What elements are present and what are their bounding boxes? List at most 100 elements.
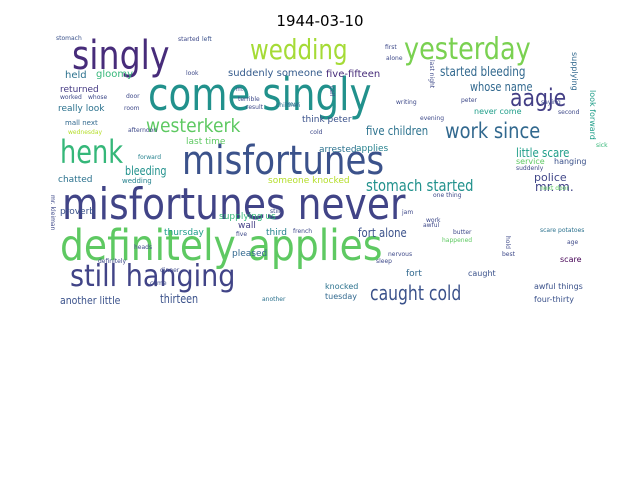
word: still: [270, 208, 281, 215]
word: jam: [402, 209, 414, 216]
word: stomach: [56, 35, 82, 42]
word: terrible: [238, 96, 260, 103]
word: fort alone: [358, 226, 407, 240]
word: thirteen: [160, 292, 199, 306]
word: misfortunes never: [62, 179, 406, 230]
word: suddenly someone: [228, 68, 323, 79]
word: service: [516, 157, 545, 166]
word: awful things: [534, 282, 583, 291]
word: scare: [560, 255, 582, 264]
word: another little: [60, 294, 121, 307]
word: result: [246, 104, 263, 111]
word: wedding: [250, 33, 348, 66]
word: wednesday: [68, 129, 103, 136]
word: definitely applies: [60, 221, 383, 271]
word: last night: [428, 60, 435, 89]
word: room: [124, 105, 140, 112]
word: four-thirty: [534, 295, 575, 304]
word: forward: [138, 154, 162, 161]
word: five: [236, 231, 248, 238]
word: really look: [58, 104, 105, 114]
word: second: [558, 109, 580, 116]
word: best: [502, 251, 515, 258]
word: next door: [540, 185, 569, 192]
word: whose: [88, 94, 108, 101]
word: door: [126, 93, 140, 100]
word: third: [266, 228, 287, 238]
word: think peter: [302, 115, 352, 125]
word: westerkerk: [146, 115, 241, 137]
word: bleeding: [125, 164, 167, 178]
word: cold: [310, 129, 323, 136]
word: writing: [396, 99, 417, 106]
word: aagje: [510, 84, 567, 112]
word: first: [385, 44, 397, 51]
word: one thing: [433, 192, 462, 199]
word: last time: [186, 137, 226, 147]
word: saying: [541, 99, 561, 106]
word: evening: [420, 115, 445, 122]
word: knocked: [325, 282, 359, 291]
word: suddenly: [516, 165, 544, 172]
word: started: [178, 36, 200, 43]
word: dinner: [160, 267, 180, 274]
word: supplying us: [219, 212, 276, 222]
word: left: [202, 36, 212, 43]
word: returned: [60, 85, 99, 95]
word: fort: [406, 269, 422, 279]
word: mr. m.: [535, 180, 574, 194]
word: someone knocked: [268, 176, 350, 186]
word: hold: [504, 236, 511, 249]
word: wedding: [122, 177, 152, 185]
word: misfortunes: [182, 138, 385, 184]
word: look forward: [588, 90, 597, 140]
word: never come: [474, 107, 522, 116]
word: children: [276, 102, 301, 109]
word: caught cold: [370, 281, 462, 305]
word: mr. kleiman: [49, 195, 56, 231]
word: alone: [386, 55, 403, 62]
word: little scare: [516, 146, 570, 160]
word: applies: [356, 144, 389, 154]
word: police: [534, 171, 567, 184]
chart-title: 1944-03-10: [276, 12, 364, 30]
word: another: [262, 296, 286, 303]
word: heads: [134, 244, 153, 251]
word: five children: [366, 124, 429, 138]
word: work since: [445, 119, 541, 143]
word: age: [567, 239, 579, 246]
word: five-fifteen: [326, 69, 381, 80]
word: worked: [60, 94, 82, 101]
word: chatted: [58, 175, 93, 185]
word: m.: [236, 86, 244, 93]
word: call: [328, 86, 335, 97]
word: stomach started: [366, 176, 474, 195]
word: gloomy: [96, 69, 134, 80]
word: peter: [461, 97, 478, 104]
word: mall next: [65, 119, 98, 127]
word: still hanging: [70, 259, 236, 294]
word: supplying: [570, 52, 579, 91]
word: yesterday: [404, 32, 531, 67]
word: definitely: [98, 258, 127, 265]
word: look: [186, 70, 199, 77]
word: started bleeding: [440, 65, 526, 80]
word: come: [150, 280, 167, 287]
word: caught: [468, 269, 496, 278]
word: afternoon: [128, 127, 158, 134]
word: proverb: [60, 207, 95, 217]
word: pleased: [232, 249, 268, 259]
word: singly: [72, 33, 170, 79]
word: whose name: [470, 80, 533, 94]
word: work: [426, 217, 441, 224]
word: arrested: [319, 145, 357, 155]
word: hanging: [554, 157, 587, 166]
word: scare potatoes: [540, 227, 585, 234]
word: butter: [453, 229, 472, 236]
word: come singly: [148, 68, 372, 121]
word: french: [293, 228, 313, 235]
word: sick: [596, 142, 608, 149]
word: henk: [60, 133, 124, 171]
word: awful: [423, 222, 440, 229]
